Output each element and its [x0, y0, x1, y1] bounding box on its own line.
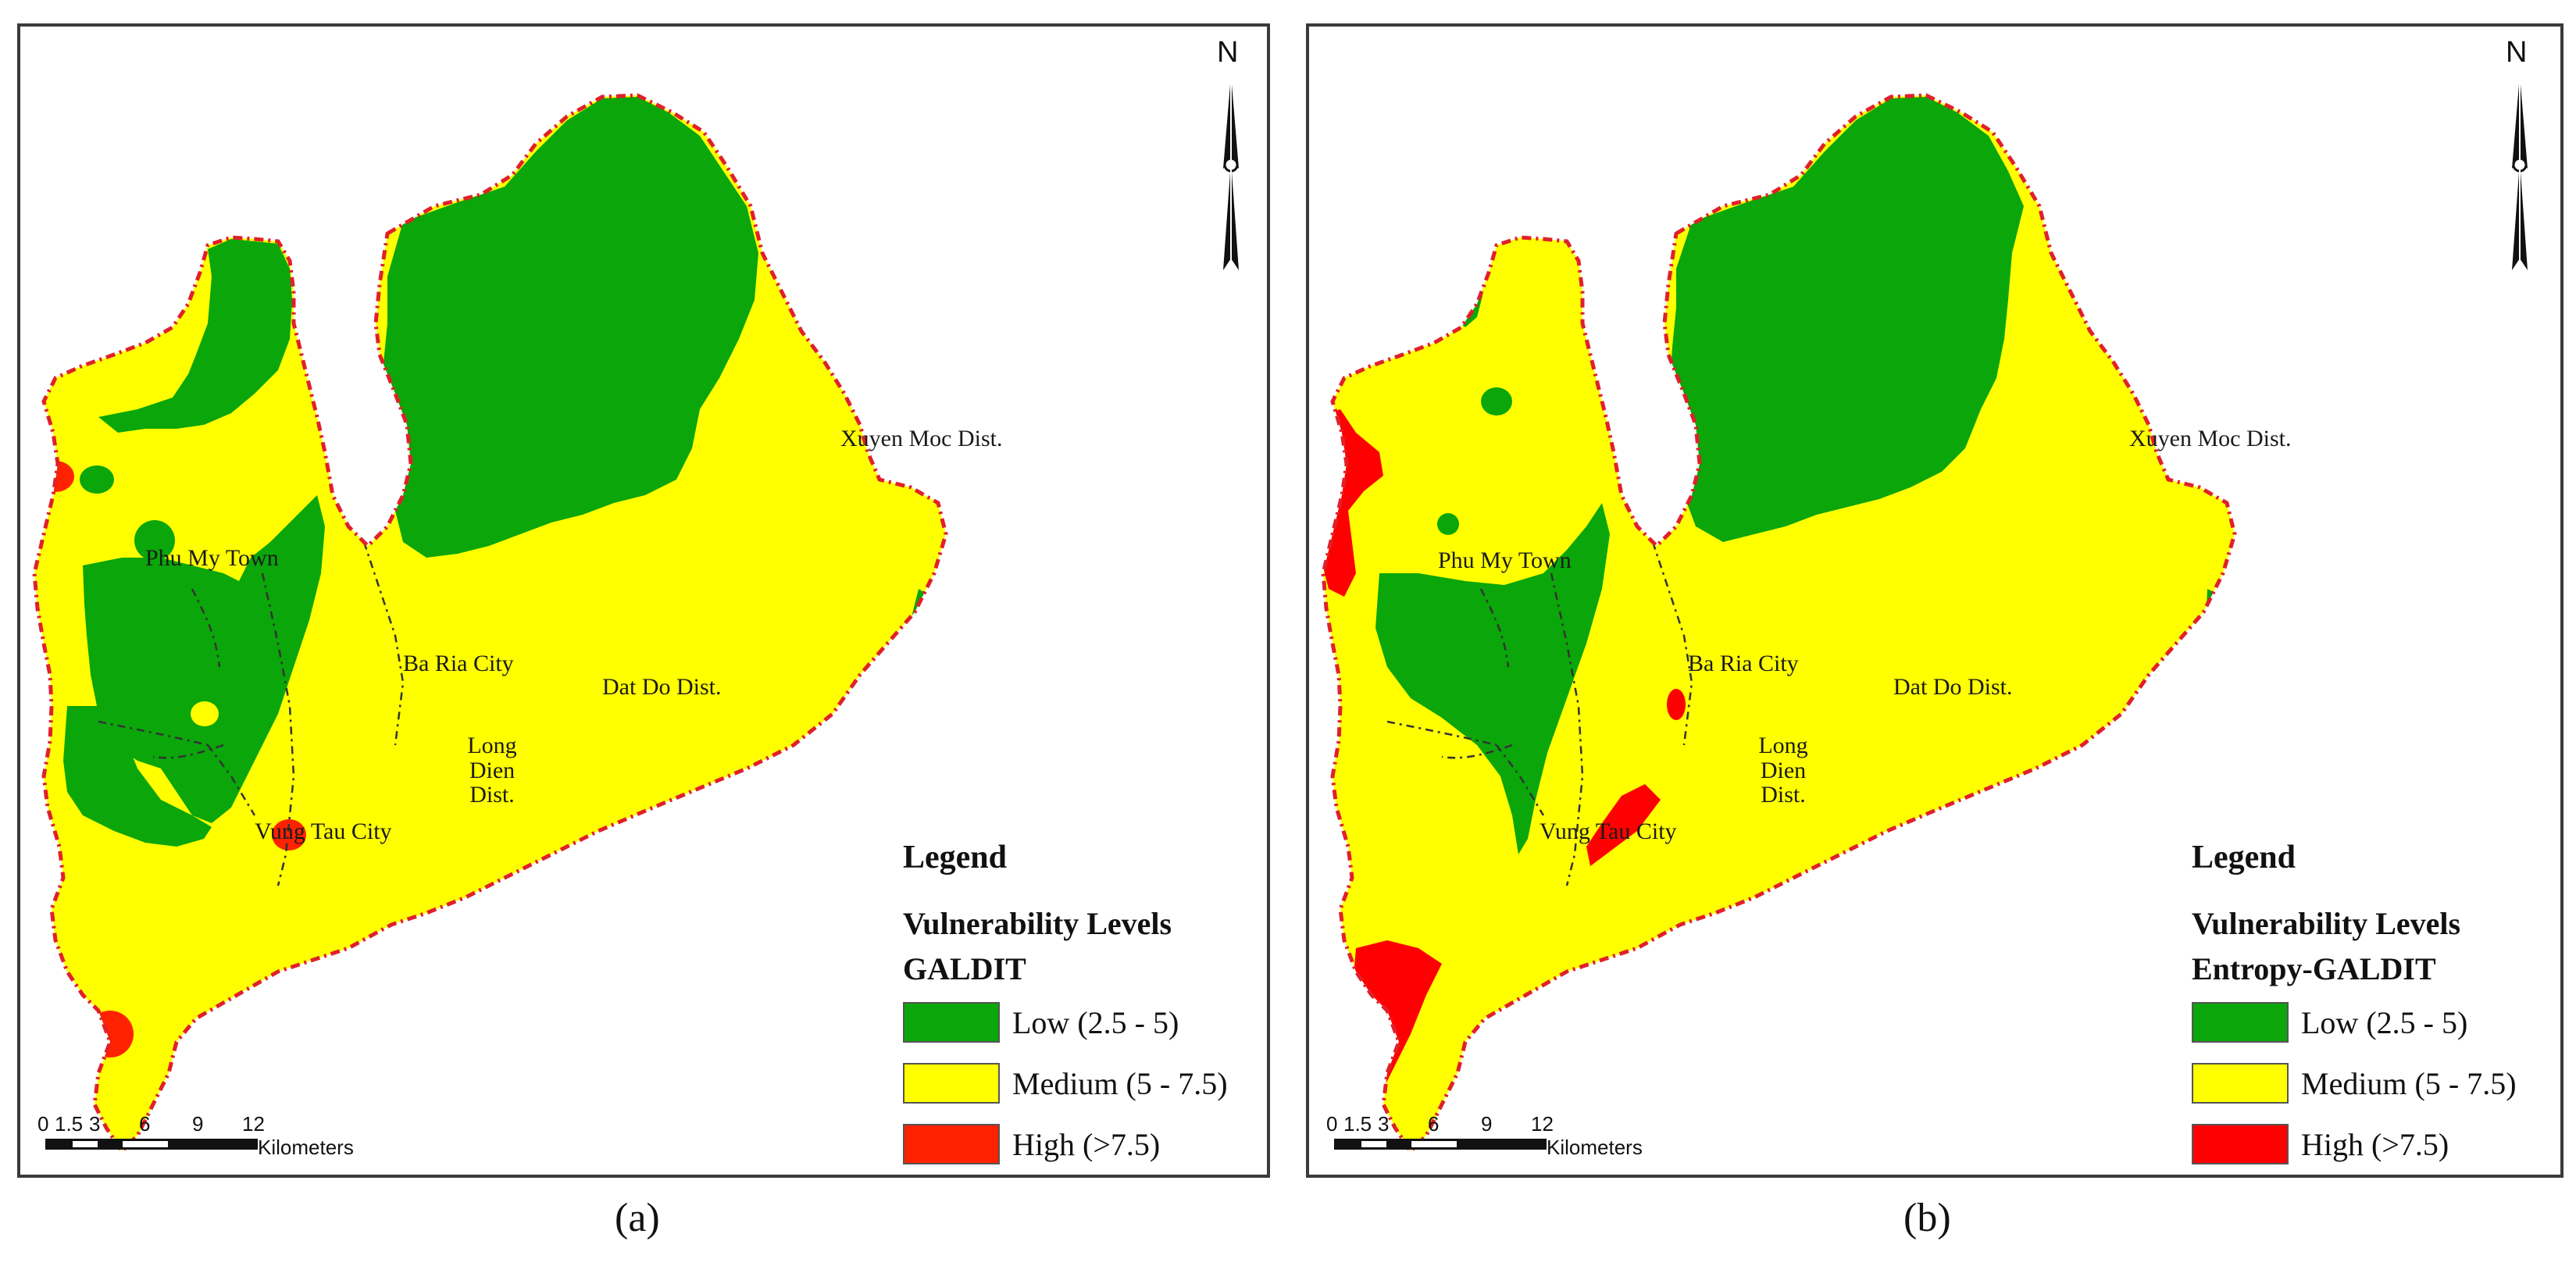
high-zone-spot-3 — [87, 1011, 134, 1057]
map-panel-b: Phu My Town Ba Ria City Dat Do Dist. Xuy… — [1306, 23, 2564, 1178]
district-boundaries-a — [98, 541, 405, 886]
scale-tick-2: 3 — [1378, 1112, 1390, 1136]
scale-tick-2: 3 — [89, 1112, 101, 1136]
legend-label-low: Low (2.5 - 5) — [2301, 1004, 2468, 1040]
place-label-long-dien-line2: Dien — [469, 757, 516, 783]
legend-label-low: Low (2.5 - 5) — [1012, 1004, 1179, 1040]
district-boundaries-b — [1386, 541, 1693, 886]
low-zone-east-coast-b — [2206, 589, 2227, 636]
north-label: N — [1217, 36, 1239, 69]
low-zone-phu-my-north — [98, 239, 292, 433]
scale-unit-label: Kilometers — [258, 1136, 354, 1159]
legend-subtitle-2: Entropy-GALDIT — [2192, 951, 2436, 986]
high-zone-dat-do-coast — [1586, 784, 1661, 866]
scale-bar-graphic — [45, 1139, 258, 1150]
low-zone-spot-b2 — [1437, 513, 1459, 535]
legend-swatch-low — [2192, 1002, 2289, 1043]
legend-item-medium: Medium (5 - 7.5) — [2192, 1053, 2551, 1114]
place-label-dat-do: Dat Do Dist. — [1893, 674, 2013, 700]
place-label-long-dien-line3: Dist. — [1761, 782, 1806, 808]
low-zone-ba-ria-b — [1375, 503, 1610, 854]
legend-label-medium: Medium (5 - 7.5) — [2301, 1065, 2517, 1101]
legend-swatch-low — [903, 1002, 1000, 1043]
vulnerability-map-b — [1309, 27, 2564, 1178]
scale-tick-5: 12 — [242, 1112, 265, 1136]
north-arrow-a: N — [1208, 36, 1254, 278]
north-arrow-b: N — [2496, 36, 2543, 278]
scale-tick-3: 6 — [139, 1112, 151, 1136]
legend-title: Legend — [2192, 840, 2296, 876]
caption-a: (a) — [615, 1196, 660, 1240]
caption-b: (b) — [1903, 1196, 1951, 1240]
high-zone-spot-2 — [272, 819, 306, 851]
scale-unit-label: Kilometers — [1547, 1136, 1643, 1159]
place-label-ba-ria: Ba Ria City — [1688, 651, 1799, 676]
place-label-phu-my: Phu My Town — [145, 545, 279, 571]
place-label-xuyen-moc: Xuyen Moc Dist. — [840, 426, 1003, 451]
legend-subtitle-2: GALDIT — [903, 951, 1026, 986]
place-label-vung-tau: Vung Tau City — [1540, 818, 1677, 844]
legend-title: Legend — [903, 840, 1008, 876]
scale-bar-a: 0 1.5 3 6 9 12 Kilometers — [37, 1112, 475, 1167]
place-label-long-dien-line1: Long — [1758, 733, 1808, 758]
place-label-long-dien-line3: Dist. — [469, 782, 515, 808]
place-label-long-dien: Long Dien Dist. — [1750, 733, 1816, 808]
place-label-vung-tau: Vung Tau City — [255, 818, 392, 844]
scale-tick-1: 1.5 — [1343, 1112, 1372, 1136]
legend-swatch-medium — [903, 1063, 1000, 1104]
legend-a: Legend Vulnerability Levels GALDIT Low (… — [903, 839, 1262, 1175]
place-label-ba-ria: Ba Ria City — [403, 651, 514, 676]
north-arrow-icon — [1223, 75, 1239, 270]
scale-tick-0: 0 — [1326, 1112, 1338, 1136]
legend-subtitle-1: Vulnerability Levels — [2192, 906, 2461, 941]
north-arrow-icon — [2512, 75, 2528, 270]
low-zone-ba-ria — [83, 495, 325, 823]
scale-tick-4: 9 — [192, 1112, 204, 1136]
scale-tick-5: 12 — [1531, 1112, 1554, 1136]
place-label-long-dien: Long Dien Dist. — [459, 733, 525, 808]
legend-label-high: High (>7.5) — [1012, 1126, 1161, 1162]
scale-bar-b: 0 1.5 3 6 9 12 Kilometers — [1326, 1112, 1764, 1167]
scale-tick-0: 0 — [37, 1112, 49, 1136]
low-zone-xuyen-moc-b — [1670, 97, 2024, 542]
low-zone-spot-1 — [80, 465, 114, 494]
legend-label-high: High (>7.5) — [2301, 1126, 2449, 1162]
scale-tick-1: 1.5 — [55, 1112, 84, 1136]
legend-item-high: High (>7.5) — [2192, 1114, 2551, 1175]
legend-b: Legend Vulnerability Levels Entropy-GALD… — [2192, 839, 2551, 1175]
legend-item-low: Low (2.5 - 5) — [2192, 992, 2551, 1053]
scale-bar-graphic — [1334, 1139, 1547, 1150]
place-label-phu-my: Phu My Town — [1438, 547, 1572, 573]
legend-swatch-high — [2192, 1124, 2289, 1164]
place-label-xuyen-moc: Xuyen Moc Dist. — [2129, 426, 2292, 451]
place-label-dat-do: Dat Do Dist. — [602, 674, 722, 700]
place-label-long-dien-line1: Long — [467, 733, 517, 758]
legend-swatch-medium — [2192, 1063, 2289, 1104]
map-panel-a: Phu My Town Ba Ria City Dat Do Dist. Xuy… — [17, 23, 1270, 1178]
vulnerability-map-a — [20, 27, 1270, 1178]
low-zone-spot-2 — [134, 520, 175, 561]
legend-item-medium: Medium (5 - 7.5) — [903, 1053, 1262, 1114]
legend-label-medium: Medium (5 - 7.5) — [1012, 1065, 1228, 1101]
legend-subtitle-1: Vulnerability Levels — [903, 906, 1172, 941]
scale-tick-4: 9 — [1481, 1112, 1493, 1136]
low-zone-vung-tau — [63, 706, 212, 847]
scale-tick-3: 6 — [1428, 1112, 1440, 1136]
legend-swatch-high — [903, 1124, 1000, 1164]
medium-zone-spot — [191, 701, 219, 726]
place-label-long-dien-line2: Dien — [1760, 757, 1807, 783]
low-zone-xuyen-moc — [380, 97, 758, 558]
legend-item-low: Low (2.5 - 5) — [903, 992, 1262, 1053]
high-zone-spot-b — [1667, 689, 1686, 720]
legend-item-high: High (>7.5) — [903, 1114, 1262, 1175]
north-label: N — [2506, 36, 2528, 69]
low-zone-spot-b1 — [1481, 387, 1512, 415]
